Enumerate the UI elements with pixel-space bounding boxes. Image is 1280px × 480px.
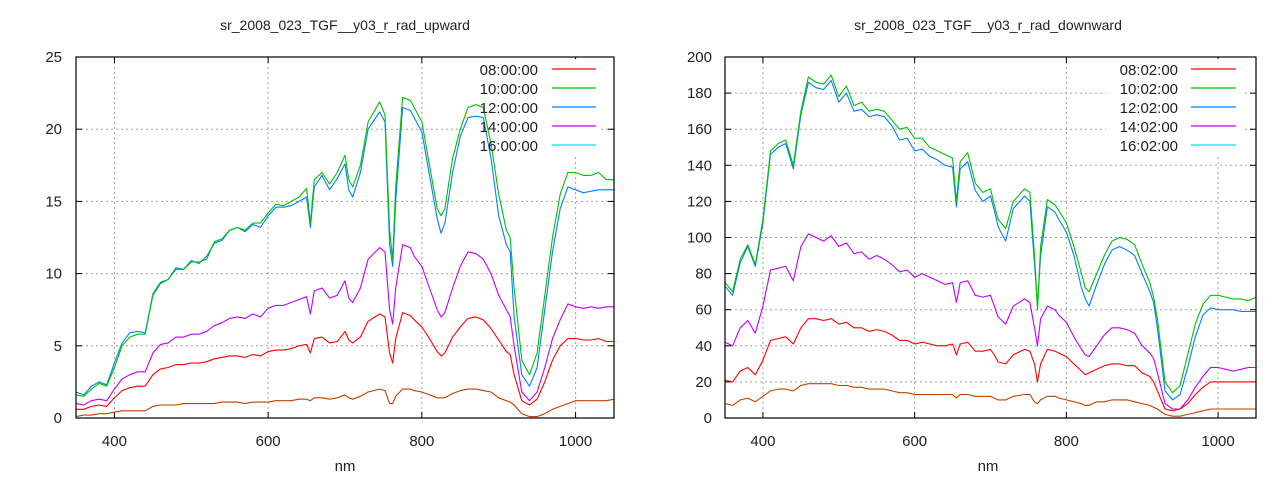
legend-label: 16:00:00 (480, 138, 538, 155)
x-tick-label: 400 (102, 433, 127, 450)
series-line-120000 (75, 106, 614, 396)
legend-label: 14:00:00 (480, 119, 538, 136)
series-line-100200 (724, 74, 1257, 394)
plot-frame (724, 56, 1257, 419)
chart-upward: sr_2008_023_TGF__y03_r_rad_upward nm 0 5 1… (45, 17, 615, 475)
plot-frame (75, 56, 615, 419)
series-line-140200 (724, 233, 1256, 410)
series-line-160000 (75, 388, 615, 418)
series-line-100000 (75, 96, 614, 397)
y-tick-label: 120 (687, 193, 712, 210)
x-tick-label: 600 (902, 433, 927, 450)
chart-title: sr_2008_023_TGF__y03_r_rad_downward (854, 17, 1122, 33)
legend-background (1106, 59, 1242, 157)
y-tick-label: 0 (54, 410, 62, 427)
series-line-160200 (724, 383, 1256, 417)
legend: 08:02:00 10:02:00 12:02:00 14:02:00 16:02:00 (1120, 62, 1236, 155)
y-tick-label: 80 (695, 266, 712, 283)
y-tick-label: 140 (687, 157, 712, 174)
y-tick-label: 5 (54, 338, 62, 355)
legend-label: 08:00:00 (480, 62, 538, 79)
x-tick-label: 1000 (559, 433, 592, 450)
legend: 08:00:00 10:00:00 12:00:00 14:00:00 16:00:00 (480, 62, 596, 155)
legend-label: 10:00:00 (480, 81, 538, 98)
legend-background (466, 59, 600, 157)
y-tick-label: 200 (687, 49, 712, 66)
y-tick-label: 0 (704, 410, 712, 427)
legend-label: 08:02:00 (1120, 62, 1178, 79)
x-tick-label: 600 (256, 433, 281, 450)
y-tick-label: 20 (695, 374, 712, 391)
y-tick-label: 180 (687, 85, 712, 102)
x-tick-label: 400 (750, 433, 775, 450)
x-tick-label: 800 (409, 433, 434, 450)
x-axis-label: nm (978, 458, 999, 475)
legend-label: 16:02:00 (1120, 138, 1178, 155)
y-tick-label: 10 (45, 266, 62, 283)
chart-downward: sr_2008_023_TGF__y03_r_rad_downward nm 0… (687, 17, 1257, 475)
y-tick-label: 15 (45, 193, 62, 210)
y-tick-label: 20 (45, 121, 62, 138)
legend-label: 10:02:00 (1120, 81, 1178, 98)
y-tick-label: 100 (687, 230, 712, 247)
y-tick-label: 25 (45, 49, 62, 66)
x-axis-label: nm (335, 458, 356, 475)
y-tick-label: 160 (687, 121, 712, 138)
x-tick-label: 800 (1054, 433, 1079, 450)
legend-label: 14:02:00 (1120, 119, 1178, 136)
chart-title: sr_2008_023_TGF__y03_r_rad_upward (220, 17, 470, 33)
y-tick-label: 40 (695, 338, 712, 355)
series-line-120200 (724, 79, 1256, 401)
series-line-140000 (75, 244, 614, 406)
legend-label: 12:00:00 (480, 100, 538, 117)
y-tick-label: 60 (695, 302, 712, 319)
series-line-080200 (724, 318, 1256, 412)
legend-label: 12:02:00 (1120, 100, 1178, 117)
series-line-080000 (76, 312, 614, 410)
grid-lines (725, 57, 1256, 418)
x-tick-label: 1000 (1201, 433, 1234, 450)
